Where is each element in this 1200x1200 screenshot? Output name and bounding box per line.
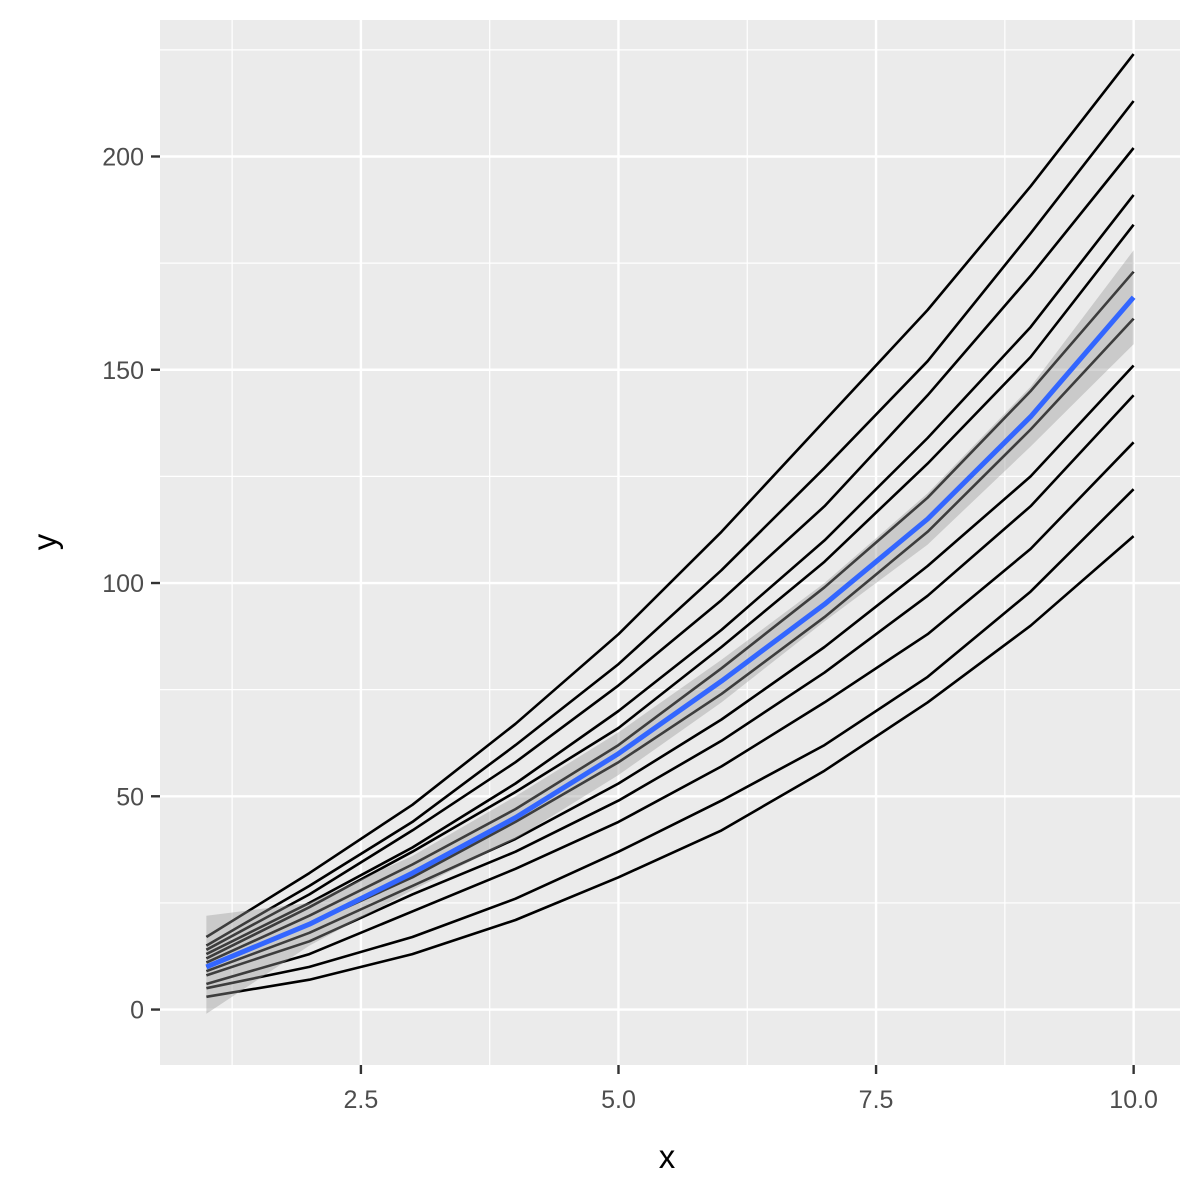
series-lines [205,53,1135,999]
y-tick-label: 200 [102,143,144,171]
series-line-11 [206,488,1135,990]
series-line-5 [205,223,1135,960]
x-axis-title: x [659,1138,676,1175]
y-tick-label: 50 [116,783,144,811]
series-line-6 [205,270,1135,964]
x-tick-label: 5.0 [601,1086,636,1114]
y-axis-ticks: 0 50 100 150 200 [102,143,160,1025]
series-line-1 [205,53,1135,939]
series-line-3 [205,147,1135,951]
series-line-9 [205,394,1135,977]
y-tick-label: 150 [102,357,144,385]
x-axis-ticks: 2.5 5.0 7.5 10.0 [344,1065,1158,1114]
x-tick-label: 2.5 [344,1086,379,1114]
series-line-4 [205,194,1135,956]
y-tick-label: 100 [102,570,144,598]
x-tick-label: 10.0 [1109,1086,1158,1114]
series-line-12 [206,535,1135,999]
x-tick-label: 7.5 [859,1086,894,1114]
y-axis-title: y [26,533,63,550]
series-line-8 [205,364,1135,973]
confidence-ribbon [206,250,1134,1014]
series-line-10 [206,441,1135,986]
y-tick-label: 0 [130,997,144,1025]
minor-gridlines [160,20,1180,1065]
smooth-line [205,295,1136,970]
series-line-2 [205,100,1135,947]
